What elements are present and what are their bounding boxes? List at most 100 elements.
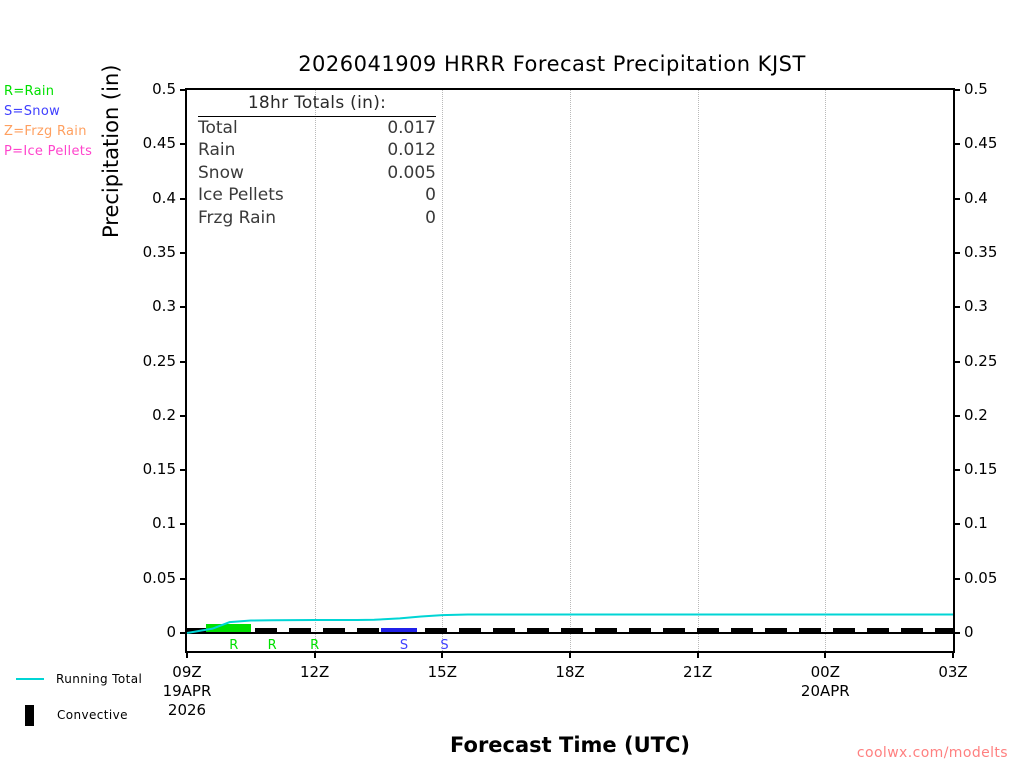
convective-segment: [493, 628, 515, 632]
y-tick-label-right: 0.15: [964, 460, 998, 479]
legend-item-snow: S=Snow: [4, 104, 61, 119]
convective-segment: [595, 628, 617, 632]
chart-legend: Running Total Convective: [14, 668, 142, 740]
convective-segment: [935, 628, 953, 632]
y-tick-left: [180, 251, 187, 254]
convective-segment: [697, 628, 719, 632]
totals-value: 0.005: [387, 162, 436, 183]
totals-label: Total: [198, 117, 238, 138]
totals-row: Rain 0.012: [198, 139, 436, 162]
totals-value: 0.012: [387, 140, 436, 160]
convective-segment: [901, 628, 923, 632]
convective-segment: [629, 628, 651, 632]
convective-segment: [833, 628, 855, 632]
gridline: [570, 90, 572, 651]
precip-bar-rain: [206, 623, 251, 632]
y-tick-left: [180, 306, 187, 309]
x-tick-label: 15Z: [427, 663, 458, 681]
convective-segment: [289, 628, 311, 632]
y-tick-left: [180, 414, 187, 417]
y-tick-right: [953, 469, 960, 472]
y-tick-label-right: 0.5: [964, 80, 988, 98]
totals-label: Rain: [198, 140, 236, 160]
gridline: [442, 90, 444, 651]
y-tick-label-right: 0.05: [964, 568, 998, 587]
convective-bar-icon: [25, 704, 34, 726]
totals-value: 0.017: [387, 117, 436, 138]
gridline: [697, 90, 700, 651]
y-tick-label-left: 0: [166, 623, 176, 641]
page-title: 2026041909 HRRR Forecast Precipitation K…: [0, 52, 1024, 76]
running-total-line: [187, 613, 953, 634]
totals-value: 0: [425, 207, 436, 228]
y-tick-label-right: 0.3: [964, 297, 988, 316]
convective-segment: [187, 628, 209, 632]
y-tick-left: [180, 360, 187, 363]
legend-item-freezing-rain: Z=Frzg Rain: [4, 124, 87, 139]
convective-segment: [867, 628, 889, 632]
x-tick: [952, 651, 954, 658]
legend-entry-convective: Convective: [14, 704, 142, 726]
x-tick: [441, 651, 444, 658]
watermark: coolwx.com/modelts: [856, 745, 1008, 761]
y-tick-right: [953, 89, 960, 91]
totals-row: Snow 0.005: [198, 162, 436, 185]
legend-entry-running-total: Running Total: [14, 668, 142, 690]
convective-segment: [357, 628, 379, 632]
y-tick-right: [953, 523, 960, 526]
y-tick-left: [180, 89, 187, 91]
x-tick: [569, 651, 571, 658]
legend-label-running-total: Running Total: [56, 672, 143, 686]
convective-segment: [527, 628, 549, 632]
y-tick-label-left: 0.15: [142, 460, 176, 479]
y-tick-label-left: 0.2: [152, 405, 176, 424]
precip-type-letter-r: R: [310, 638, 320, 653]
x-tick-label: 12Z: [299, 663, 330, 681]
totals-row: Ice Pellets 0: [198, 184, 436, 207]
y-tick-label-left: 0.25: [142, 351, 176, 370]
convective-segment: [765, 628, 787, 632]
y-tick-label-left: 0.5: [152, 80, 176, 98]
precip-type-legend: R=Rain S=Snow Z=Frzg Rain P=Ice Pellets: [4, 82, 92, 162]
precip-type-letter-s: S: [440, 638, 449, 653]
y-tick-right: [953, 360, 960, 363]
precip-type-letter-s: S: [399, 638, 409, 653]
gridline: [825, 90, 827, 651]
y-tick-right: [953, 197, 960, 200]
y-tick-label-right: 0.4: [964, 188, 988, 207]
convective-segment: [425, 628, 447, 632]
totals-row: Frzg Rain 0: [198, 207, 436, 230]
convective-segment: [663, 628, 685, 632]
x-tick: [313, 651, 316, 658]
y-tick-right: [953, 632, 960, 634]
totals-heading: 18hr Totals (in):: [198, 92, 436, 117]
legend-item-rain: R=Rain: [4, 84, 55, 99]
precip-bar-snow: [380, 627, 417, 632]
precip-type-letter-r: R: [267, 638, 277, 653]
y-tick-label-left: 0.4: [152, 188, 176, 207]
y-tick-label-left: 0.3: [152, 297, 176, 316]
totals-label: Snow: [198, 162, 244, 183]
convective-segment: [323, 628, 345, 632]
x-tick-label: 18Z: [555, 663, 585, 681]
totals-value: 0: [425, 185, 436, 205]
totals-rows: Total 0.017 Rain 0.012 Snow 0.005 Ice Pellets 0…: [198, 117, 436, 230]
y-tick-right: [953, 414, 960, 417]
legend-item-ice-pellets: P=Ice Pellets: [4, 144, 93, 159]
x-tick-label: 09Z 19APR 2026: [162, 663, 212, 719]
y-tick-label-right: 0.1: [964, 514, 988, 533]
y-tick-right: [953, 577, 960, 580]
chart-title-text: 2026041909 HRRR Forecast Precipitation K…: [298, 52, 806, 76]
totals-label: Ice Pellets: [198, 185, 284, 205]
y-tick-label-left: 0.45: [142, 134, 176, 153]
y-tick-label-right: 0.25: [964, 351, 998, 370]
convective-segment: [731, 628, 753, 632]
x-tick-label: 21Z: [682, 663, 713, 681]
x-axis-title: Forecast Time (UTC): [450, 733, 690, 757]
y-tick-left: [180, 577, 187, 580]
y-axis-title: Precipitation (in): [99, 64, 123, 238]
x-tick: [186, 651, 188, 658]
y-tick-left: [180, 197, 187, 200]
y-tick-label-left: 0.1: [152, 514, 176, 533]
y-tick-right: [953, 306, 960, 309]
